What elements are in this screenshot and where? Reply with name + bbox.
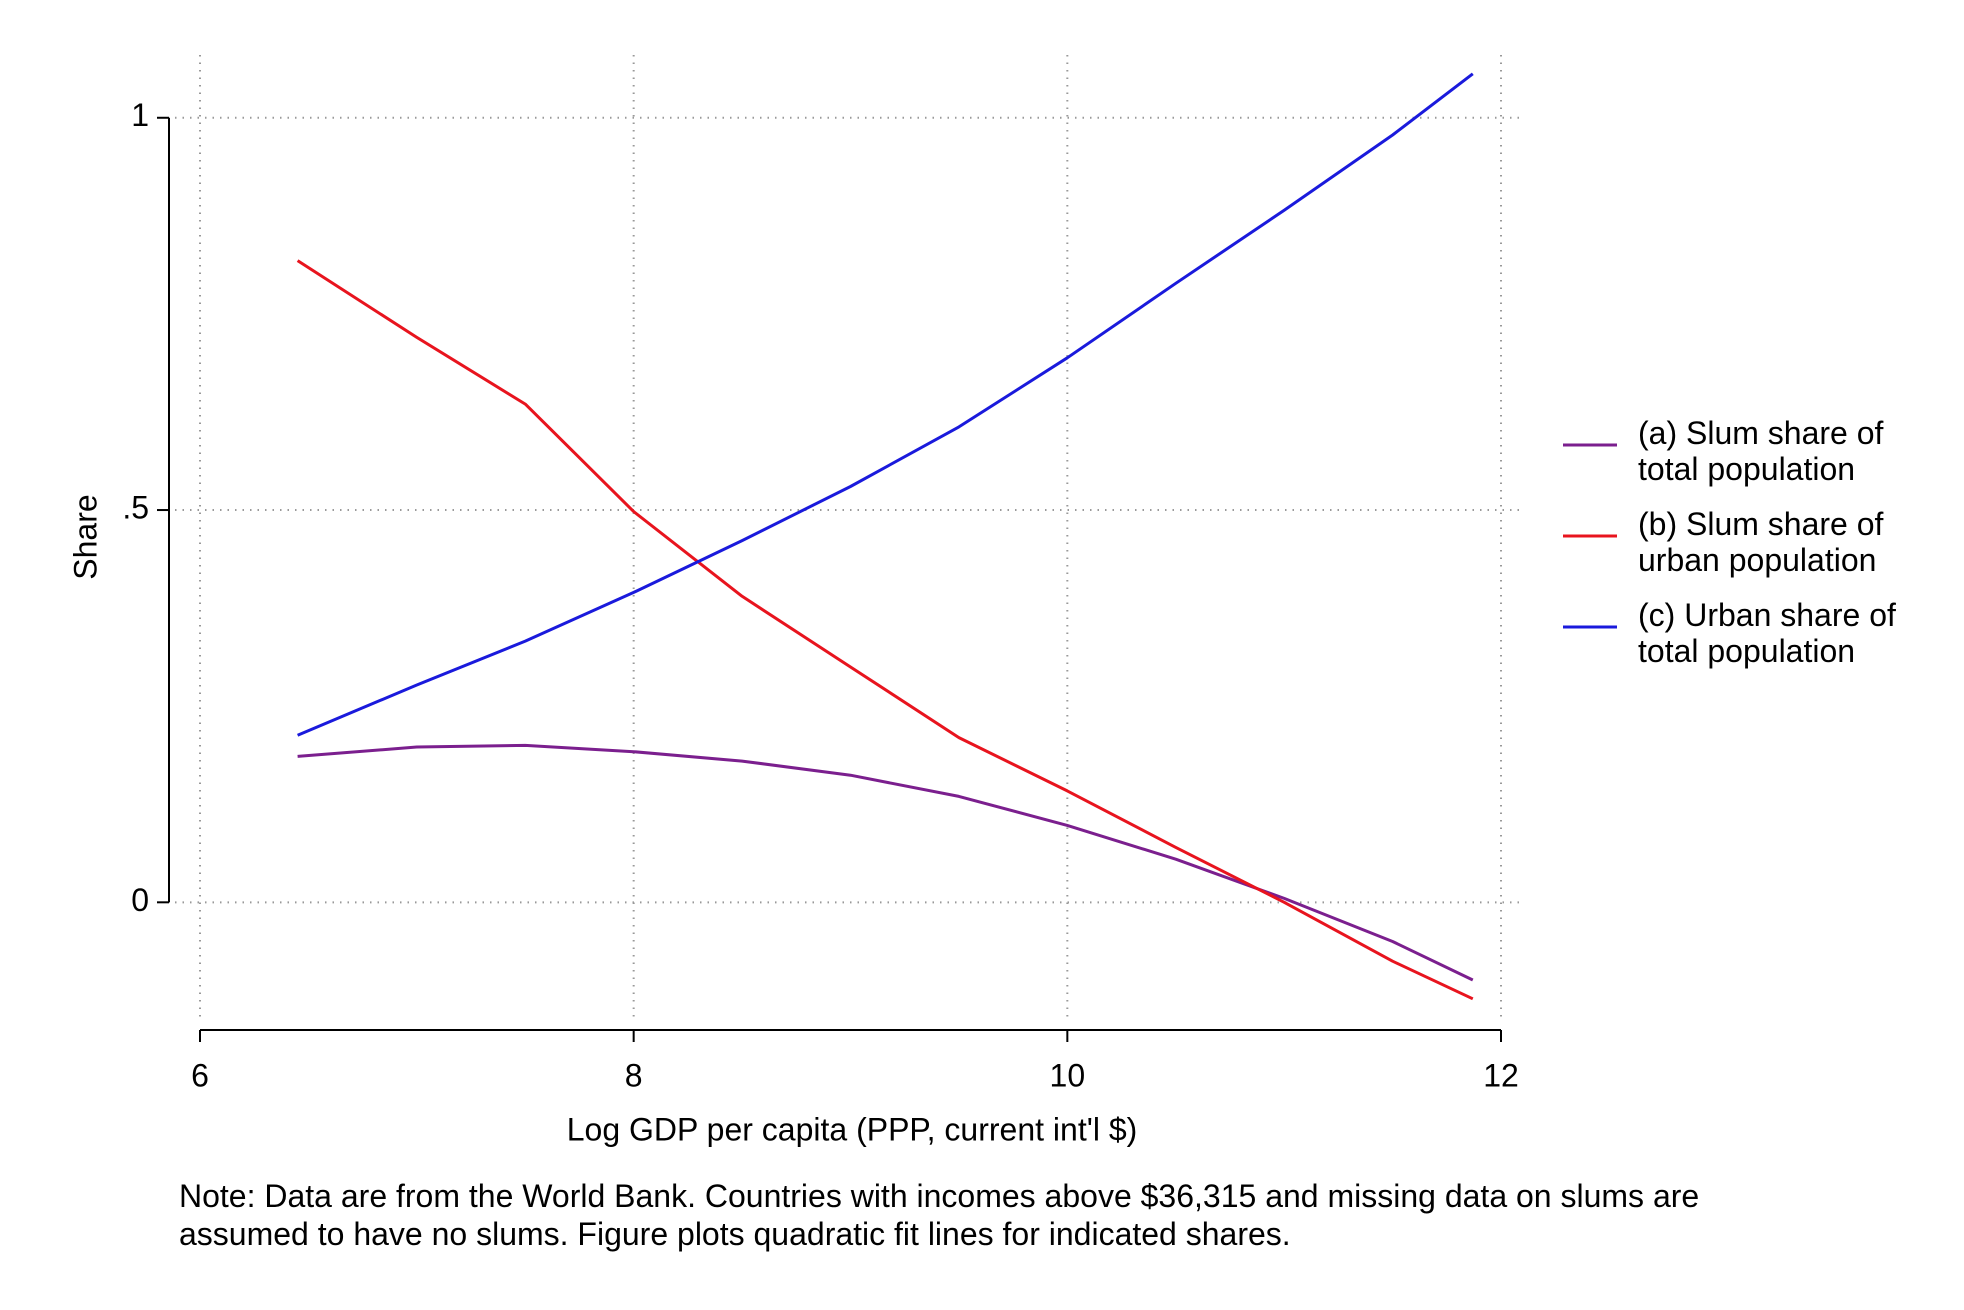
x-tick-label: 12 <box>1483 1057 1519 1093</box>
series-line <box>297 743 1474 982</box>
legend-label: (a) Slum share of total population <box>1638 415 1884 487</box>
note: Note: Data are from the World Bank. Coun… <box>179 1178 1700 1252</box>
legend-label: (b) Slum share of urban population <box>1638 506 1884 578</box>
legend-label: (c) Urban share of total population <box>1638 597 1896 669</box>
x-tick-label: 10 <box>1050 1057 1086 1093</box>
x-tick-label: 8 <box>625 1057 643 1093</box>
x-axis-label: Log GDP per capita (PPP, current int'l $… <box>567 1111 1138 1147</box>
x-tick-label: 6 <box>191 1057 209 1093</box>
y-tick-label: 0 <box>131 882 149 918</box>
series-line <box>296 259 1474 1001</box>
y-tick-label: .5 <box>122 489 149 525</box>
y-axis-label: Share <box>67 494 103 579</box>
series-line <box>297 72 1474 737</box>
y-tick-label: 1 <box>131 97 149 133</box>
